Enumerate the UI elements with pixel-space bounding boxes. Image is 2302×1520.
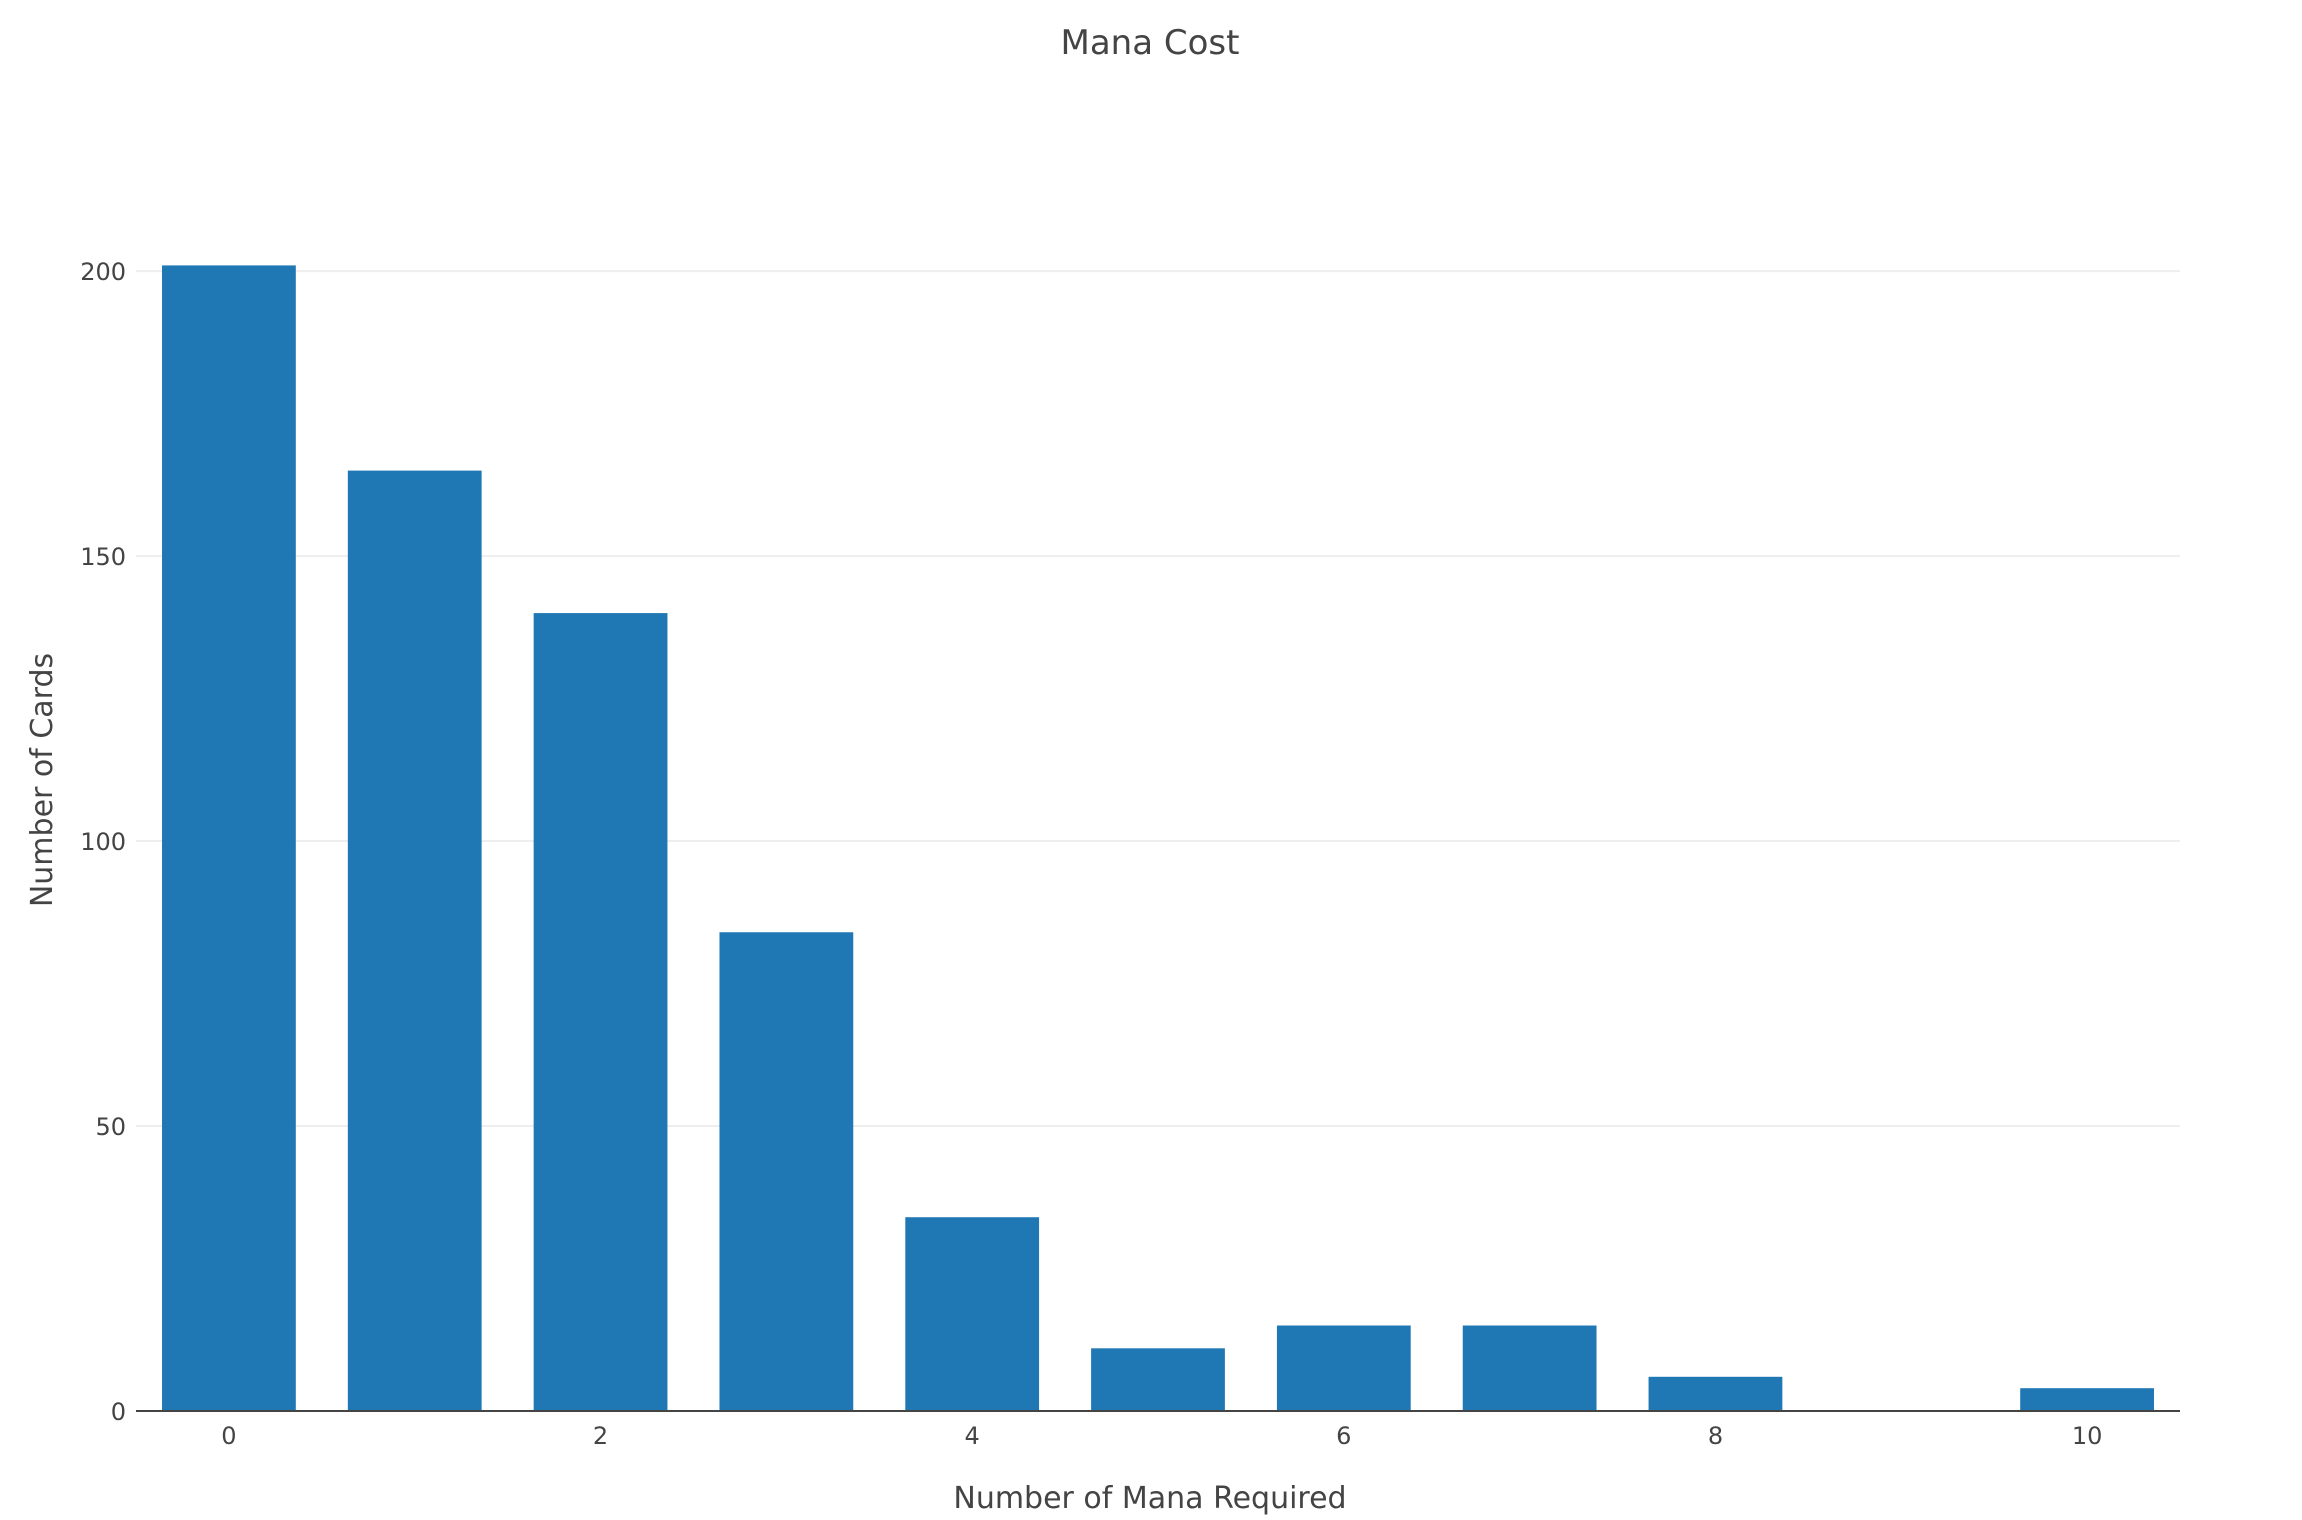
- y-tick-label: 50: [95, 1113, 126, 1141]
- chart-title: Mana Cost: [1061, 23, 1240, 63]
- axes: 0 50 100 150 200 0 2 4 6 8 10: [80, 258, 2180, 1450]
- bar-1: [347, 470, 482, 1411]
- x-tick-label: 4: [965, 1422, 980, 1450]
- x-tick-label: 0: [221, 1422, 236, 1450]
- y-axis-title: Number of Cards: [25, 653, 60, 907]
- y-tick-label: 100: [80, 828, 126, 856]
- y-tick-label: 0: [111, 1398, 126, 1426]
- y-tick-label: 200: [80, 258, 126, 286]
- y-tick-label: 150: [80, 543, 126, 571]
- x-tick-label: 8: [1708, 1422, 1723, 1450]
- bar-7: [1462, 1325, 1597, 1411]
- bar-2: [533, 613, 668, 1411]
- bar-4: [905, 1217, 1040, 1411]
- x-tick-label: 2: [593, 1422, 608, 1450]
- x-axis-title: Number of Mana Required: [953, 1481, 1346, 1516]
- bar-3: [719, 932, 854, 1411]
- bar-6: [1276, 1325, 1411, 1411]
- bars: [162, 265, 2154, 1411]
- bar-0: [162, 265, 296, 1411]
- bar-5: [1091, 1348, 1225, 1411]
- bar-8: [1648, 1376, 1783, 1411]
- x-tick-label: 10: [2072, 1422, 2103, 1450]
- x-tick-label: 6: [1336, 1422, 1351, 1450]
- bar-10: [2020, 1388, 2154, 1411]
